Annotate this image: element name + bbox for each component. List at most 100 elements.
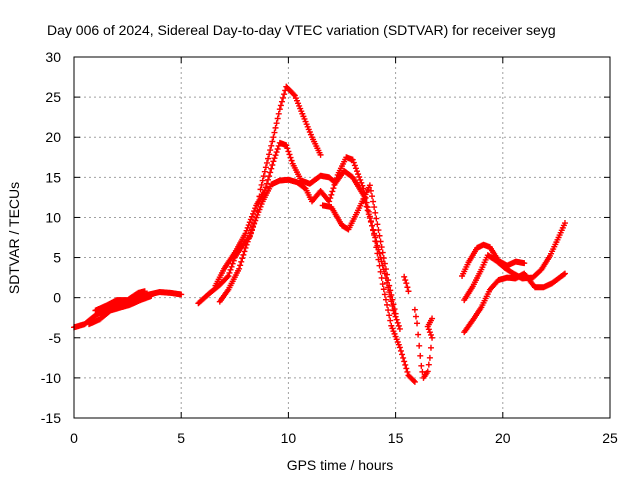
- data-point: [386, 312, 393, 319]
- data-point: [239, 255, 246, 262]
- data-point: [366, 182, 373, 189]
- data-points: [71, 83, 568, 385]
- data-point: [269, 138, 276, 145]
- data-point: [229, 260, 236, 267]
- y-tick-label: -15: [41, 410, 61, 426]
- data-point: [385, 277, 392, 284]
- data-point: [401, 273, 408, 280]
- data-point: [351, 162, 358, 169]
- data-point: [241, 248, 248, 255]
- data-point: [280, 94, 287, 101]
- x-tick-label: 10: [281, 430, 297, 446]
- data-point: [287, 154, 294, 161]
- series-track-peak-low: [216, 154, 418, 385]
- data-point: [418, 362, 425, 369]
- data-point: [263, 180, 270, 187]
- data-point: [278, 98, 285, 105]
- data-point: [402, 361, 409, 368]
- data-point: [271, 129, 278, 136]
- x-axis-label: GPS time / hours: [287, 457, 394, 473]
- data-point: [389, 325, 396, 332]
- data-point: [370, 198, 377, 205]
- data-point: [384, 301, 391, 308]
- data-point: [411, 306, 418, 313]
- data-point: [327, 195, 334, 202]
- data-point: [268, 142, 275, 149]
- data-point: [378, 258, 385, 265]
- data-point: [263, 159, 270, 166]
- data-point: [419, 368, 426, 375]
- data-point: [333, 175, 340, 182]
- data-point: [404, 368, 411, 375]
- data-point: [242, 230, 249, 237]
- data-point: [350, 159, 357, 166]
- series-track-early-3: [92, 288, 148, 314]
- data-point: [378, 244, 385, 251]
- data-point: [277, 102, 284, 109]
- data-point: [390, 301, 397, 308]
- data-point: [275, 110, 282, 117]
- data-point: [260, 173, 267, 180]
- data-point: [415, 331, 422, 338]
- data-point: [371, 232, 378, 239]
- chart-title: Day 006 of 2024, Sidereal Day-to-day VTE…: [47, 22, 556, 38]
- data-point: [265, 155, 272, 162]
- data-point: [262, 164, 269, 171]
- data-point: [317, 151, 324, 158]
- data-point: [243, 241, 250, 248]
- data-point: [252, 205, 259, 212]
- data-point: [265, 176, 272, 183]
- data-point: [237, 262, 244, 269]
- data-point: [373, 215, 380, 222]
- x-tick-label: 0: [70, 430, 78, 446]
- series-track-peak-high: [195, 83, 324, 307]
- data-point: [393, 336, 400, 343]
- data-point: [228, 263, 235, 270]
- data-point: [380, 255, 387, 262]
- data-point: [178, 291, 185, 298]
- data-point: [226, 269, 233, 276]
- data-point: [376, 232, 383, 239]
- data-point: [245, 222, 252, 229]
- data-point: [357, 176, 364, 183]
- data-point: [271, 155, 278, 162]
- data-point: [244, 224, 251, 231]
- data-point: [426, 329, 433, 336]
- data-point: [379, 249, 386, 256]
- data-point: [381, 260, 388, 267]
- data-point: [404, 284, 411, 291]
- data-point: [288, 157, 295, 164]
- data-point: [272, 152, 279, 159]
- data-point: [251, 208, 258, 215]
- data-point: [393, 316, 400, 323]
- data-point: [332, 178, 339, 185]
- y-tick-label: -5: [49, 330, 62, 346]
- data-point: [372, 209, 379, 216]
- data-point: [286, 151, 293, 158]
- data-point: [251, 220, 258, 227]
- data-point: [414, 320, 421, 327]
- data-point: [394, 319, 401, 326]
- data-point: [248, 226, 255, 233]
- data-point: [328, 191, 335, 198]
- data-point: [254, 211, 261, 218]
- series-track-dip: [401, 273, 412, 295]
- data-point: [376, 262, 383, 269]
- data-point: [429, 315, 436, 322]
- data-point: [391, 306, 398, 313]
- data-point: [266, 151, 273, 158]
- data-point: [284, 145, 291, 152]
- data-point: [257, 186, 264, 193]
- data-point: [417, 352, 424, 359]
- data-point: [424, 368, 431, 375]
- data-point: [273, 149, 280, 156]
- data-point: [369, 193, 376, 200]
- data-point: [355, 171, 362, 178]
- data-point: [270, 134, 277, 141]
- data-point: [281, 91, 288, 98]
- data-point: [360, 185, 367, 192]
- data-point: [388, 322, 395, 329]
- data-point: [285, 148, 292, 155]
- data-point: [267, 147, 274, 154]
- data-point: [400, 354, 407, 361]
